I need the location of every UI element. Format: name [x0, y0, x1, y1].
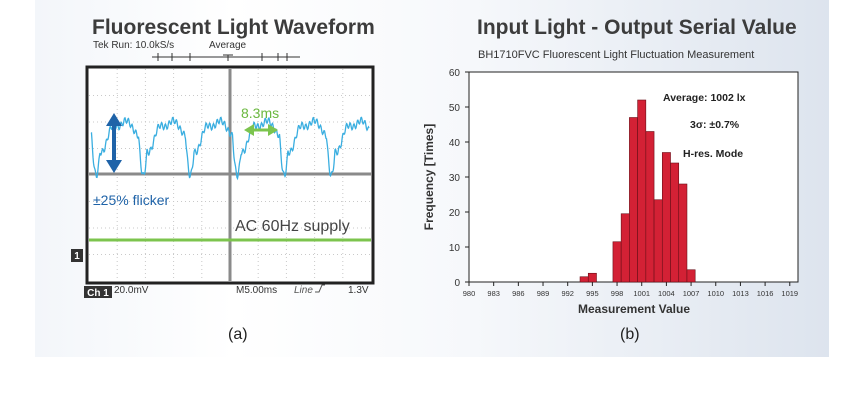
histogram-bars [579, 99, 696, 283]
ch1-badge-label: Ch 1 [87, 288, 109, 299]
trigger-level: 1.3V [348, 285, 369, 296]
x-tick-label: 980 [463, 289, 476, 298]
histogram-title: Input Light - Output Serial Value [477, 16, 797, 39]
x-tick-label: 983 [487, 289, 500, 298]
histogram-bar [686, 269, 696, 283]
light-waveform-trace [90, 116, 370, 181]
y-axis: 0 10 20 30 40 50 60 [449, 68, 469, 289]
x-tick-label: 1007 [683, 289, 700, 298]
period-label: 8.3ms [241, 105, 279, 121]
flicker-amplitude-arrow [106, 113, 122, 173]
channel-marker-label: 1 [74, 251, 80, 262]
scope-grid [89, 69, 371, 281]
channel-marker [71, 249, 83, 262]
histogram-bar [645, 131, 655, 283]
y-tick-label: 50 [449, 103, 461, 114]
trigger-source: Line [294, 285, 313, 296]
scope-run-rate: Tek Run: 10.0kS/s [93, 40, 175, 51]
trigger-edge-icon [315, 284, 325, 293]
x-tick-label: 1004 [658, 289, 675, 298]
annotation-3sigma: 3σ: ±0.7% [690, 119, 740, 131]
scope-acq-mode: Average [209, 40, 247, 51]
y-tick-label: 30 [449, 173, 461, 184]
y-tick-label: 40 [449, 138, 461, 149]
caption-a: (a) [228, 326, 248, 343]
annotation-average: Average: 1002 lx [663, 92, 746, 104]
histogram-subtitle: BH1710FVC Fluorescent Light Fluctuation … [478, 49, 755, 61]
histogram-bar [637, 99, 647, 283]
x-tick-label: 1001 [633, 289, 650, 298]
x-tick-label: 992 [561, 289, 574, 298]
y-tick-label: 60 [449, 68, 461, 79]
volts-per-div: 20.0mV [114, 285, 149, 296]
x-tick-label: 998 [611, 289, 624, 298]
x-tick-label: 1019 [781, 289, 798, 298]
histogram-bar [678, 183, 688, 283]
x-tick-label: 989 [537, 289, 550, 298]
x-tick-label: 986 [512, 289, 525, 298]
x-tick-label: 995 [586, 289, 599, 298]
y-tick-label: 0 [454, 278, 460, 289]
y-axis-label: Frequency [Times] [422, 124, 436, 230]
period-arrow [244, 124, 278, 136]
histogram-bar [620, 213, 630, 283]
flicker-label: ±25% flicker [93, 192, 169, 208]
annotation-mode: H-res. Mode [683, 148, 743, 160]
x-axis: 980 983 986 989 992 995 998 1001 1004 1007 1010 101… [463, 282, 798, 298]
ch1-badge [84, 286, 112, 298]
y-tick-label: 10 [449, 243, 461, 254]
histogram-bar [670, 162, 680, 283]
histogram-bar [612, 241, 622, 283]
x-tick-label: 1016 [757, 289, 774, 298]
histogram-bar [587, 272, 597, 283]
timebase: M5.00ms [236, 285, 277, 296]
y-tick-label: 20 [449, 208, 461, 219]
x-tick-label: 1010 [707, 289, 724, 298]
supply-label: AC 60Hz supply [235, 218, 350, 235]
trigger-position-bracket [152, 53, 300, 61]
caption-b: (b) [620, 326, 640, 343]
histogram-bar [629, 117, 638, 283]
scope-title: Fluorescent Light Waveform [92, 16, 375, 39]
x-tick-label: 1013 [732, 289, 749, 298]
histogram-bar [653, 199, 663, 283]
x-axis-label: Measurement Value [578, 302, 690, 316]
histogram-bar [661, 152, 671, 283]
histogram-bar [579, 276, 589, 283]
